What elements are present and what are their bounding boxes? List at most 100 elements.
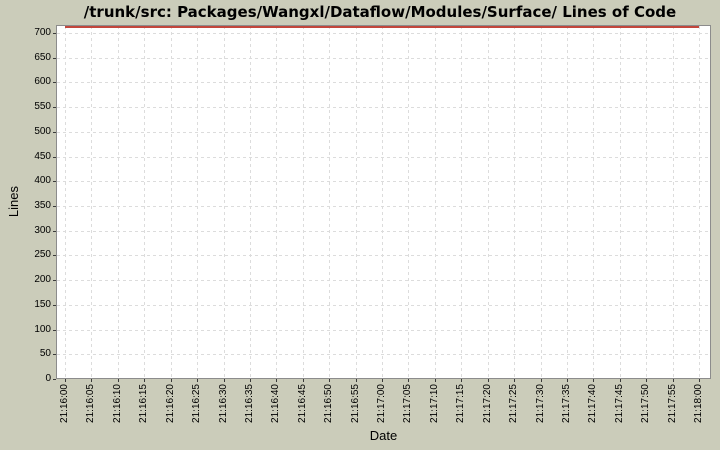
x-axis-title: Date xyxy=(369,428,398,443)
gridline-horizontal xyxy=(57,206,710,207)
y-tick-mark xyxy=(53,82,56,83)
y-tick-mark xyxy=(53,255,56,256)
x-tick-label: 21:16:30 xyxy=(218,384,229,423)
y-tick-label: 450 xyxy=(34,151,51,162)
y-tick-label: 50 xyxy=(39,348,51,359)
x-tick-mark xyxy=(673,379,674,382)
x-tick-label: 21:17:45 xyxy=(614,384,625,423)
x-tick-mark xyxy=(118,379,119,382)
gridline-vertical xyxy=(408,26,410,378)
y-tick-label: 300 xyxy=(34,225,51,236)
gridline-vertical xyxy=(276,26,278,378)
x-tick-mark xyxy=(250,379,251,382)
x-tick-label: 21:17:20 xyxy=(482,384,493,423)
gridline-vertical xyxy=(302,26,304,378)
x-tick-label: 21:16:00 xyxy=(59,384,70,423)
y-tick-mark xyxy=(53,330,56,331)
x-tick-label: 21:17:00 xyxy=(376,384,387,423)
gridline-horizontal xyxy=(57,82,710,84)
x-tick-label: 21:16:55 xyxy=(350,384,361,423)
gridline-horizontal xyxy=(57,329,710,331)
gridline-horizontal xyxy=(57,107,710,109)
gridline-vertical xyxy=(329,26,331,378)
gridline-horizontal xyxy=(57,255,710,257)
x-tick-mark xyxy=(541,379,542,382)
y-tick-mark xyxy=(53,33,56,34)
x-tick-mark xyxy=(144,379,145,382)
y-tick-label: 650 xyxy=(34,52,51,63)
y-tick-mark xyxy=(53,231,56,232)
x-tick-label: 21:16:40 xyxy=(270,384,281,423)
gridline-horizontal xyxy=(57,57,710,59)
x-tick-label: 21:18:00 xyxy=(693,384,704,423)
gridline-horizontal xyxy=(57,304,710,306)
y-tick-label: 500 xyxy=(34,126,51,137)
x-tick-label: 21:17:30 xyxy=(535,384,546,423)
x-tick-mark xyxy=(567,379,568,382)
y-tick-mark xyxy=(53,354,56,355)
x-tick-label: 21:17:10 xyxy=(429,384,440,423)
x-tick-label: 21:16:20 xyxy=(165,384,176,423)
x-tick-label: 21:16:05 xyxy=(85,384,96,423)
chart-title: /trunk/src: Packages/Wangxl/Dataflow/Mod… xyxy=(83,3,677,21)
gridline-vertical xyxy=(144,26,146,378)
gridline-vertical xyxy=(699,26,700,378)
y-tick-label: 350 xyxy=(34,200,51,211)
x-tick-label: 21:17:15 xyxy=(455,384,466,423)
gridline-horizontal xyxy=(57,354,710,356)
gridline-vertical xyxy=(382,26,383,378)
y-tick-mark xyxy=(53,181,56,182)
x-tick-mark xyxy=(197,379,198,382)
gridline-vertical xyxy=(593,26,595,378)
x-tick-label: 21:16:50 xyxy=(323,384,334,423)
gridline-horizontal xyxy=(57,230,710,232)
x-tick-mark xyxy=(91,379,92,382)
y-tick-mark xyxy=(53,206,56,207)
plot-area xyxy=(56,25,711,379)
gridline-horizontal xyxy=(57,156,710,158)
gridline-vertical xyxy=(619,26,621,378)
y-tick-label: 150 xyxy=(34,299,51,310)
x-tick-mark xyxy=(408,379,409,382)
x-tick-label: 21:16:10 xyxy=(112,384,123,423)
gridline-vertical xyxy=(672,26,674,378)
y-tick-label: 400 xyxy=(34,175,51,186)
y-tick-label: 700 xyxy=(34,27,51,38)
x-tick-mark xyxy=(65,379,66,382)
gridline-horizontal xyxy=(57,280,710,282)
gridline-vertical xyxy=(355,26,357,378)
y-tick-label: 0 xyxy=(45,373,51,384)
x-tick-mark xyxy=(461,379,462,382)
gridline-vertical xyxy=(223,26,225,378)
x-tick-label: 21:16:15 xyxy=(138,384,149,423)
gridline-vertical xyxy=(646,26,648,378)
x-tick-label: 21:16:25 xyxy=(191,384,202,423)
lines-of-code-series-line xyxy=(65,26,699,28)
x-tick-label: 21:17:05 xyxy=(402,384,413,423)
gridline-vertical xyxy=(566,26,568,378)
x-tick-label: 21:16:45 xyxy=(297,384,308,423)
x-tick-mark xyxy=(382,379,383,382)
x-tick-mark xyxy=(356,379,357,382)
gridline-vertical xyxy=(514,26,516,378)
x-tick-mark xyxy=(276,379,277,382)
x-tick-mark xyxy=(620,379,621,382)
x-tick-mark xyxy=(488,379,489,382)
gridline-horizontal xyxy=(57,181,710,183)
x-tick-label: 21:17:25 xyxy=(508,384,519,423)
x-tick-mark xyxy=(593,379,594,382)
x-tick-label: 21:17:55 xyxy=(667,384,678,423)
x-tick-label: 21:17:40 xyxy=(587,384,598,423)
x-tick-label: 21:16:35 xyxy=(244,384,255,423)
y-tick-label: 550 xyxy=(34,101,51,112)
gridline-vertical xyxy=(91,26,93,378)
y-tick-label: 250 xyxy=(34,249,51,260)
gridline-vertical xyxy=(197,26,199,378)
gridline-vertical xyxy=(249,26,251,378)
y-tick-label: 100 xyxy=(34,324,51,335)
y-tick-mark xyxy=(53,379,56,380)
x-tick-label: 21:17:35 xyxy=(561,384,572,423)
gridline-vertical xyxy=(170,26,172,378)
x-tick-mark xyxy=(303,379,304,382)
y-tick-mark xyxy=(53,107,56,108)
